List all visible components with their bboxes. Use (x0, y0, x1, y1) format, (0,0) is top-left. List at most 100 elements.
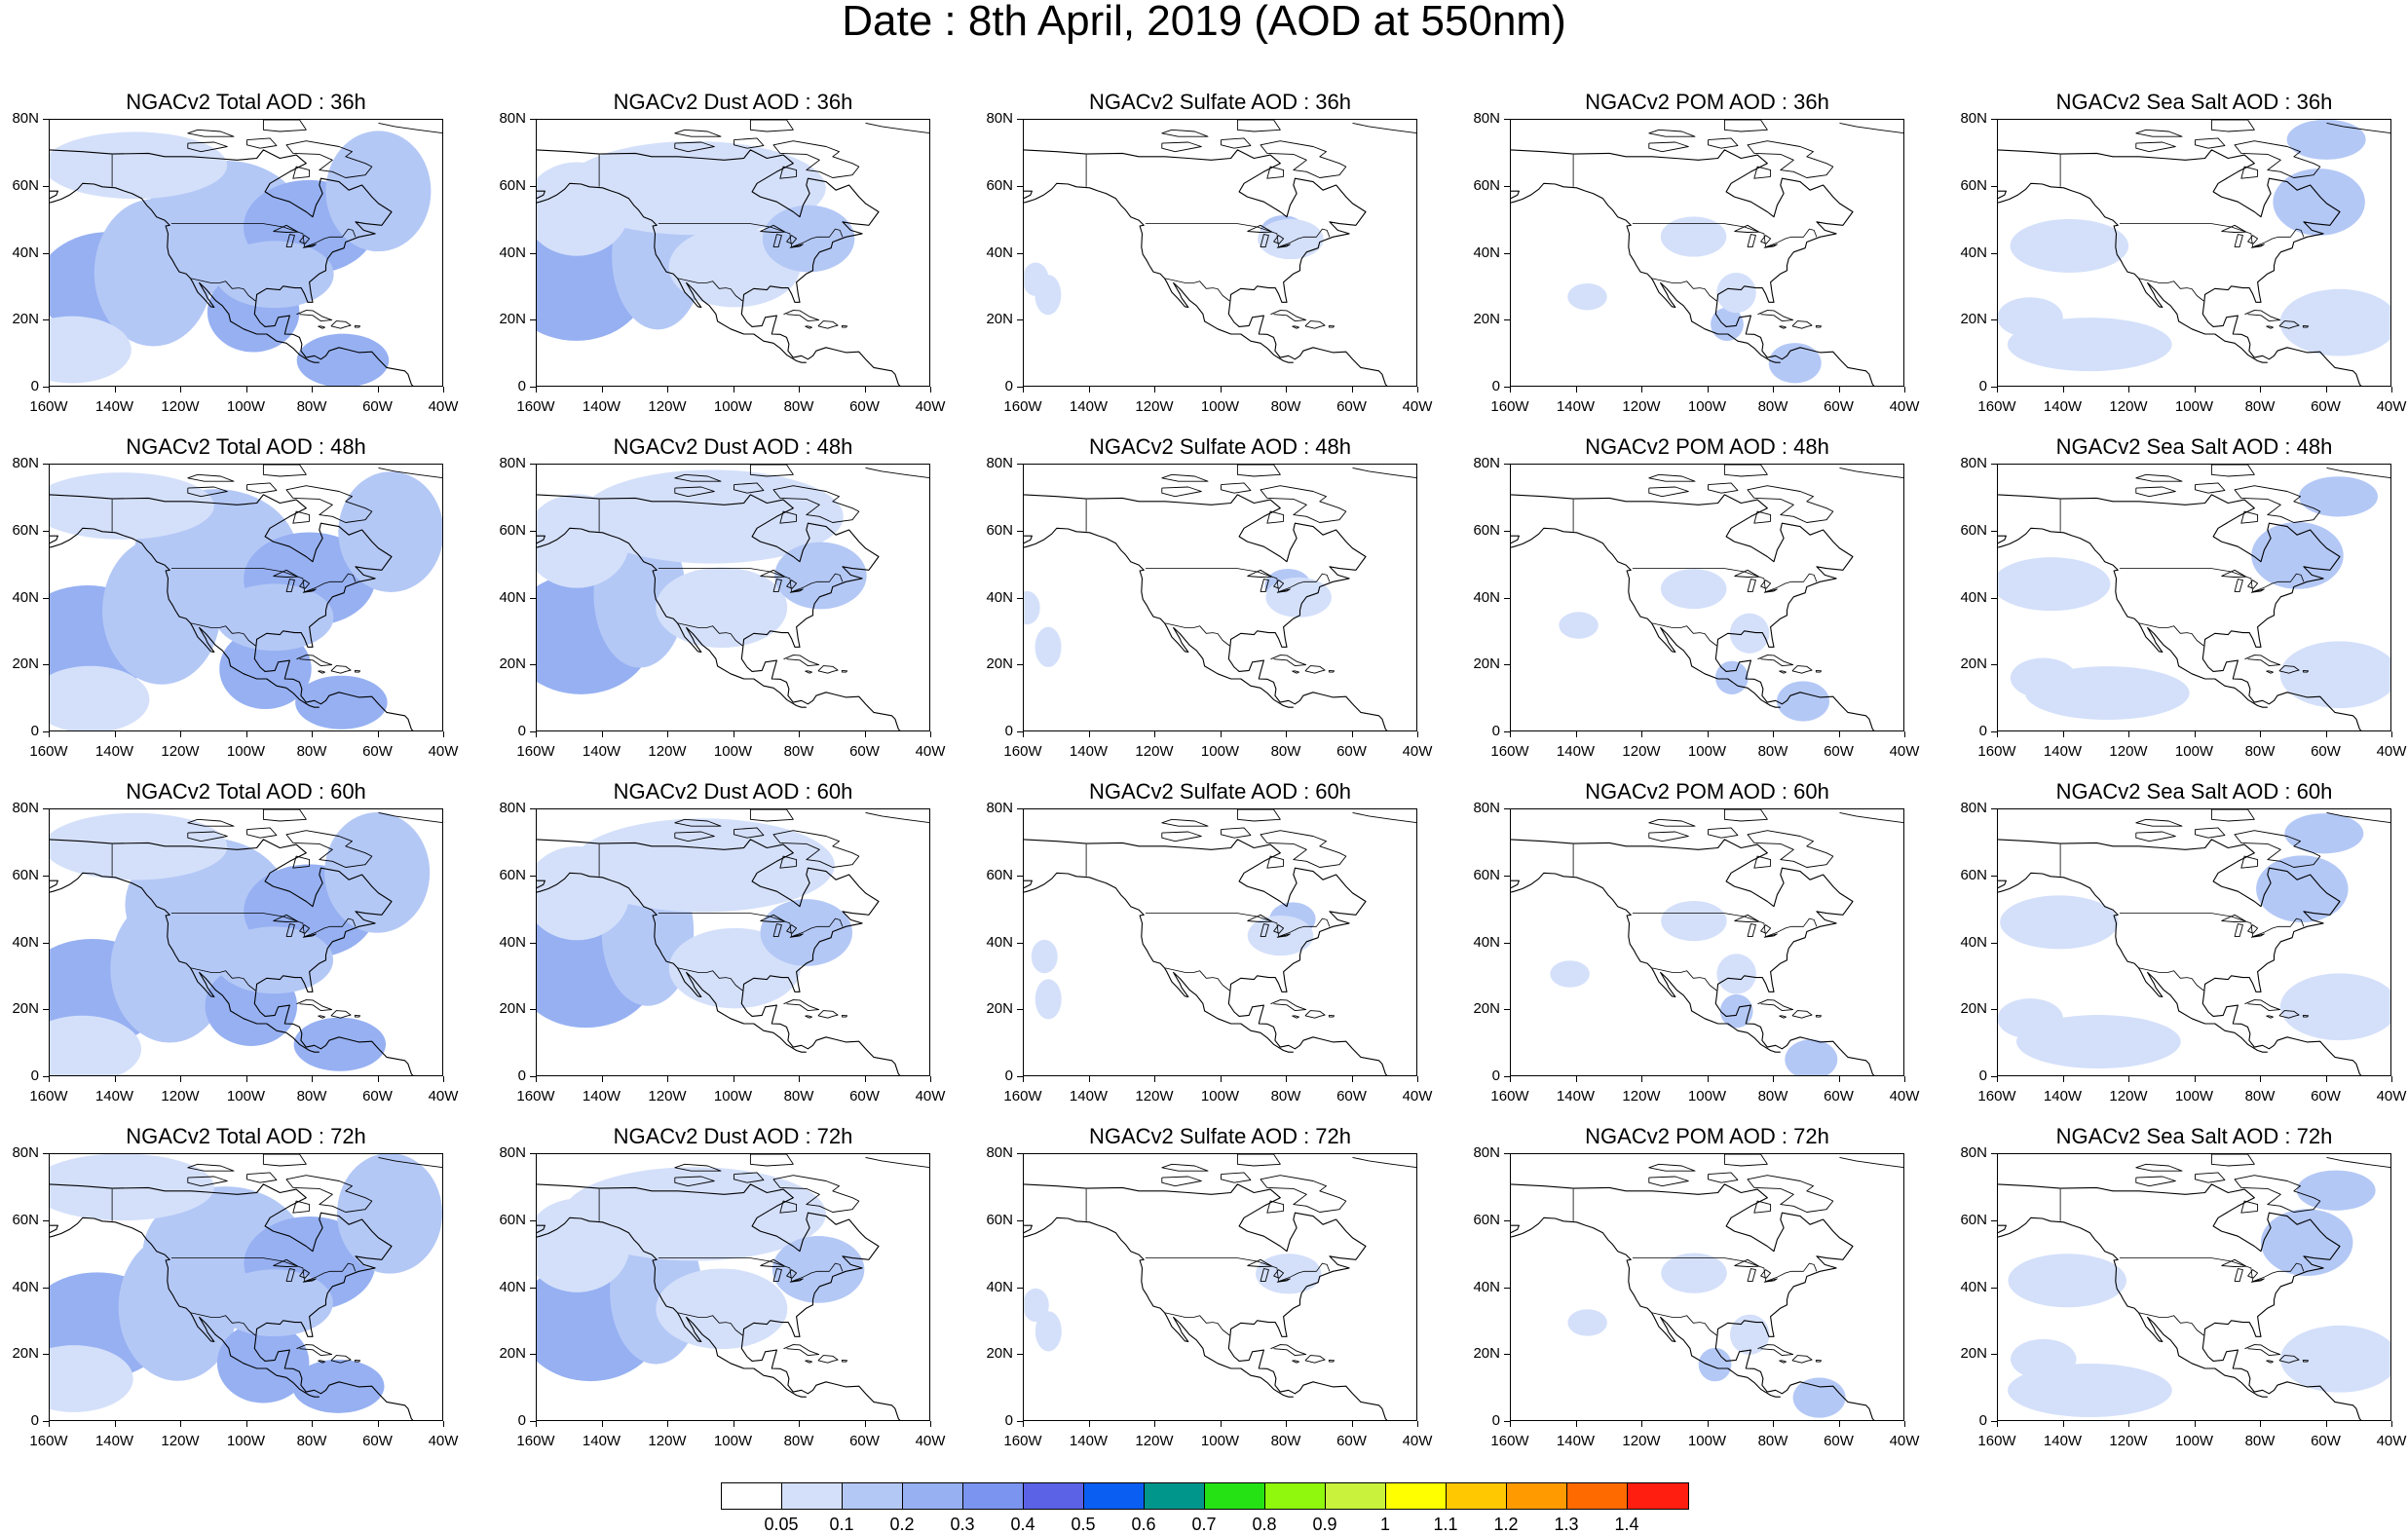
island-outline (1753, 855, 1772, 869)
island-outline (805, 670, 812, 674)
x-tick (536, 387, 537, 393)
x-tick-label: 120W (1622, 1433, 1661, 1449)
lake-outline (273, 569, 299, 578)
x-tick (1575, 1421, 1577, 1427)
lake-outline (1260, 923, 1269, 938)
lake-outline (772, 1268, 782, 1283)
map-svg (1511, 809, 1903, 1075)
y-tick (530, 1354, 536, 1356)
y-tick-label: 60N (1473, 176, 1500, 194)
island-outline (296, 310, 333, 322)
coastline-west (1998, 527, 2268, 708)
y-tick (1991, 1287, 1997, 1289)
panel-title: NGACv2 Sulfate AOD : 60h (1088, 779, 1352, 804)
x-tick (1838, 1076, 1840, 1082)
x-tick-label: 100W (1200, 743, 1240, 760)
aerosol-field (50, 812, 431, 1075)
x-tick (2194, 1421, 2196, 1427)
x-tick-label: 160W (1977, 743, 2016, 760)
x-tick-label: 140W (2043, 1088, 2083, 1104)
lake-outline (760, 569, 786, 578)
coastline-east (1024, 494, 1388, 730)
x-tick (1023, 1076, 1024, 1082)
x-tick (114, 731, 116, 737)
y-tick-label: 40N (1960, 588, 1987, 606)
lake-outline (273, 914, 299, 922)
map-svg (50, 120, 442, 386)
x-tick (49, 387, 50, 393)
y-tick (1991, 119, 1997, 120)
colorbar-cell (903, 1483, 963, 1509)
colorbar-cell (1205, 1483, 1265, 1509)
lake-outline (285, 1268, 295, 1283)
coastline-west (1998, 182, 2268, 363)
aerosol-plume (2279, 973, 2390, 1041)
island-outline (1708, 827, 1739, 839)
x-tick-label: 80W (296, 398, 327, 415)
y-tick-label: 20N (1960, 655, 1987, 673)
x-tick-label: 120W (648, 1088, 687, 1104)
island-outline (1648, 818, 1696, 827)
x-tick-label: 160W (1490, 398, 1529, 415)
y-tick-label: 60N (499, 521, 526, 539)
x-tick-label: 60W (2311, 1433, 2341, 1449)
island-outline (318, 1015, 325, 1019)
x-tick (1023, 1421, 1024, 1427)
x-tick-label: 160W (516, 398, 555, 415)
x-tick (377, 731, 379, 737)
island-outline (2244, 310, 2281, 322)
island-outline (285, 485, 373, 523)
x-tick (1417, 1421, 1418, 1427)
aerosol-plume (1729, 613, 1770, 654)
lake-outline (760, 914, 786, 922)
island-outline (2210, 120, 2255, 132)
x-tick (1154, 387, 1155, 393)
y-tick-label: 60N (12, 521, 39, 539)
map-plot-area (1997, 464, 2391, 731)
island-outline (1779, 1360, 1787, 1364)
y-tick-label: 40N (1473, 588, 1500, 606)
panel-title: NGACv2 Sea Salt AOD : 48h (2055, 434, 2333, 459)
island-outline (1236, 120, 1281, 132)
y-tick-label: 0 (1978, 1067, 1987, 1084)
x-tick (799, 1421, 800, 1427)
x-tick (1510, 1421, 1511, 1427)
map-svg (537, 809, 929, 1075)
y-tick (1991, 319, 1997, 321)
x-tick (1154, 1076, 1155, 1082)
x-tick (1904, 387, 1905, 393)
aerosol-plume (537, 846, 630, 941)
y-tick-label: 60N (986, 866, 1013, 883)
map-svg (537, 465, 929, 730)
x-tick-label: 140W (1069, 1433, 1109, 1449)
island-outline (318, 670, 325, 674)
island-outline (2195, 482, 2226, 494)
panel-title: NGACv2 Total AOD : 60h (126, 779, 366, 804)
x-tick (2391, 1076, 2392, 1082)
x-tick-label: 160W (516, 1088, 555, 1104)
x-tick (245, 1076, 247, 1082)
x-tick-label: 140W (2043, 1433, 2083, 1449)
aerosol-field (1031, 902, 1316, 1020)
x-tick (377, 1421, 379, 1427)
lake-outline (299, 1269, 311, 1279)
island-outline (805, 1360, 812, 1364)
y-tick-label: 60N (1960, 866, 1987, 883)
island-outline (1648, 129, 1696, 137)
island-outline (674, 818, 722, 827)
y-tick-label: 60N (12, 176, 39, 194)
x-tick (245, 1421, 247, 1427)
aerosol-plume (2286, 120, 2366, 160)
island-outline (1753, 1200, 1772, 1214)
map-plot-area (1510, 1153, 1904, 1421)
x-tick-label: 80W (296, 743, 327, 760)
y-tick-label: 80N (1960, 1144, 1987, 1161)
lake-outline (2247, 580, 2259, 589)
y-tick-label: 0 (30, 1412, 39, 1429)
colorbar-label: 0.8 (1252, 1515, 1277, 1534)
island-outline (1723, 465, 1768, 477)
map-plot-area (49, 119, 443, 387)
island-outline (734, 482, 765, 494)
coastline-west (537, 527, 807, 708)
y-tick-label: 60N (1960, 1211, 1987, 1228)
